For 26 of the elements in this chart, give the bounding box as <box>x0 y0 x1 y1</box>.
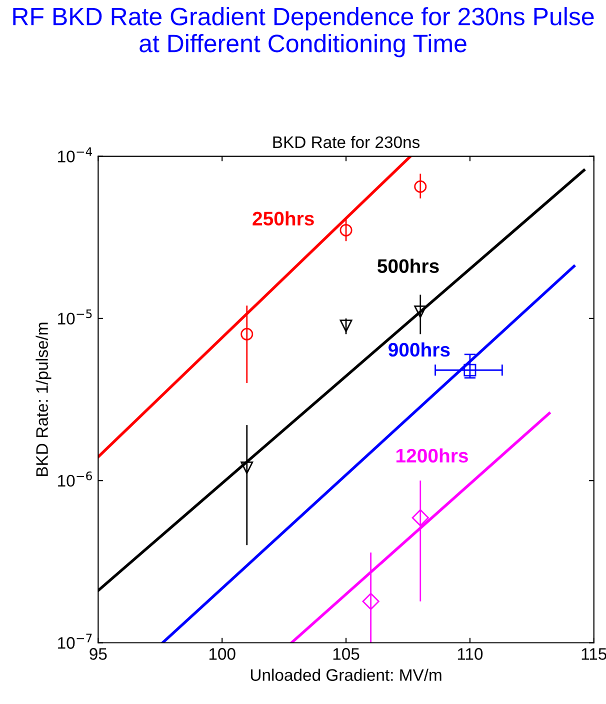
point <box>464 364 476 376</box>
point <box>340 320 352 332</box>
chart-title: RF BKD Rate Gradient Dependence for 230ns Pulse at Different Conditioning Time <box>13 7 594 58</box>
series-label: 900hrs <box>388 342 450 357</box>
chart-subtitle: BKD Rate for 230ns <box>273 136 420 148</box>
point <box>414 305 427 318</box>
x-tick-label: 110 <box>458 648 483 660</box>
y-axis-title: BKD Rate: 1/pulse/m <box>36 322 52 476</box>
point <box>240 462 254 474</box>
y-tick-label: 10$^{−4}$ <box>58 147 92 162</box>
point <box>362 592 380 610</box>
point <box>340 224 352 236</box>
series-label: 500hrs <box>378 258 439 273</box>
point <box>414 180 427 193</box>
x-axis-title: Unloaded Gradient: MV/m <box>250 668 442 681</box>
x-tick-label: 115 <box>582 648 606 660</box>
point <box>240 328 254 340</box>
x-tick-label: 100 <box>209 648 236 660</box>
series-label: 1200hrs <box>396 448 468 463</box>
point <box>412 509 429 526</box>
y-tick-label: 10$^{−6}$ <box>58 471 92 487</box>
x-tick-label: 105 <box>333 648 360 660</box>
y-tick-label: 10$^{−7}$ <box>58 634 92 649</box>
x-tick-label: 95 <box>90 648 107 660</box>
y-tick-label: 10$^{−5}$ <box>58 309 92 325</box>
series-label: 250hrs <box>252 211 314 226</box>
